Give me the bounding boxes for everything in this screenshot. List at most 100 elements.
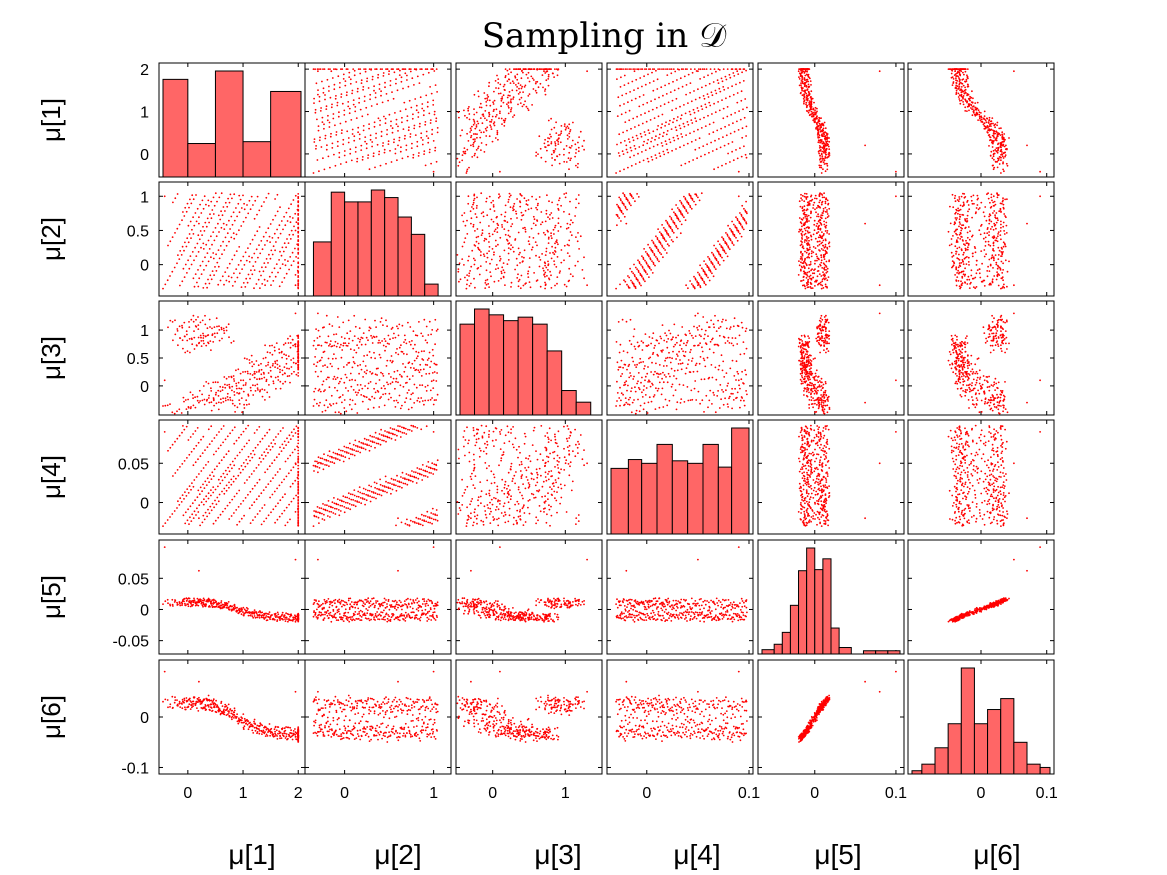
scatter-point: [711, 94, 714, 97]
scatter-point: [204, 335, 207, 338]
scatter-point: [547, 238, 550, 240]
scatter-point: [276, 367, 279, 369]
scatter-point: [516, 86, 518, 88]
scatter-point: [250, 354, 253, 357]
scatter-point: [215, 391, 218, 394]
scatter-point: [352, 99, 355, 101]
scatter-point: [210, 235, 212, 238]
scatter-point: [481, 113, 484, 116]
scatter-point: [681, 213, 684, 216]
scatter-point: [355, 351, 358, 354]
scatter-point: [558, 272, 561, 274]
scatter-point: [640, 135, 643, 138]
scatter-point: [266, 351, 269, 354]
scatter-point: [246, 370, 249, 373]
scatter-point: [295, 256, 297, 258]
scatter-point: [281, 373, 284, 376]
scatter-point: [424, 164, 427, 167]
scatter-point: [267, 192, 270, 195]
histogram-bar: [384, 197, 399, 297]
scatter-point: [187, 224, 190, 227]
scatter-point: [1002, 152, 1005, 154]
scatter-point: [319, 68, 322, 70]
scatter-point: [999, 143, 1002, 146]
scatter-point: [566, 138, 569, 140]
scatter-point: [798, 230, 800, 233]
scatter-point: [662, 150, 665, 153]
scatter-point: [359, 384, 362, 386]
scatter-point: [647, 73, 649, 76]
scatter-point: [366, 80, 368, 83]
scatter-point: [725, 232, 727, 234]
scatter-point: [800, 243, 803, 246]
scatter-point: [724, 240, 726, 243]
scatter-point: [233, 219, 236, 222]
scatter-point: [511, 246, 514, 249]
scatter-point: [823, 278, 826, 281]
scatter-point: [485, 197, 488, 200]
scatter-point: [324, 98, 326, 101]
scatter-point: [620, 211, 623, 214]
scatter-point: [576, 240, 579, 243]
scatter-point: [218, 329, 221, 331]
scatter-point: [521, 105, 524, 108]
scatter-point: [270, 284, 272, 286]
scatter-point: [357, 126, 360, 129]
scatter-point: [683, 144, 685, 147]
scatter-point: [176, 330, 179, 332]
scatter-point: [652, 130, 655, 133]
scatter-point: [248, 403, 251, 405]
scatter-point: [658, 152, 661, 155]
scatter-point: [479, 265, 482, 267]
scatter-point: [528, 266, 531, 268]
scatter-point: [971, 106, 974, 108]
scatter-point: [703, 260, 705, 262]
scatter-point: [966, 201, 968, 203]
scatter-point: [628, 287, 631, 289]
scatter-point: [479, 254, 482, 257]
scatter-point: [199, 321, 202, 324]
scatter-point: [816, 257, 819, 260]
scatter-point: [326, 78, 329, 81]
scatter-point: [548, 278, 551, 281]
scatter-point: [196, 399, 199, 402]
scatter-point: [568, 151, 571, 154]
scatter-point: [987, 243, 990, 246]
scatter-point: [726, 106, 729, 108]
scatter-point: [522, 284, 525, 287]
scatter-point: [671, 149, 673, 152]
scatter-point: [964, 99, 967, 101]
scatter-point: [544, 233, 547, 236]
scatter-point: [816, 232, 818, 235]
scatter-point: [280, 254, 283, 257]
scatter-point: [615, 172, 617, 174]
scatter-point: [484, 287, 487, 289]
scatter-point: [804, 239, 807, 241]
scatter-point: [688, 193, 691, 195]
scatter-point: [808, 264, 811, 266]
scatter-point: [402, 363, 404, 365]
scatter-point: [818, 249, 820, 251]
scatter-point: [966, 83, 969, 86]
scatter-point: [684, 219, 687, 222]
scatter-point: [823, 256, 825, 259]
scatter-point: [703, 270, 706, 273]
scatter-point: [210, 349, 212, 351]
scatter-point: [384, 86, 386, 89]
scatter-point: [370, 334, 372, 337]
scatter-point: [390, 68, 393, 70]
scatter-point: [711, 262, 714, 264]
scatter-point: [398, 139, 401, 142]
scatter-point: [996, 274, 999, 277]
scatter-point: [264, 244, 266, 246]
scatter-point: [727, 152, 729, 155]
scatter-point: [575, 148, 578, 151]
scatter-point: [287, 355, 290, 358]
scatter-point: [953, 221, 956, 224]
scatter-point: [288, 375, 291, 377]
scatter-point: [801, 207, 804, 210]
scatter-point: [1002, 225, 1005, 228]
scatter-point: [297, 272, 300, 274]
scatter-point: [616, 115, 619, 117]
scatter-point: [817, 231, 820, 233]
